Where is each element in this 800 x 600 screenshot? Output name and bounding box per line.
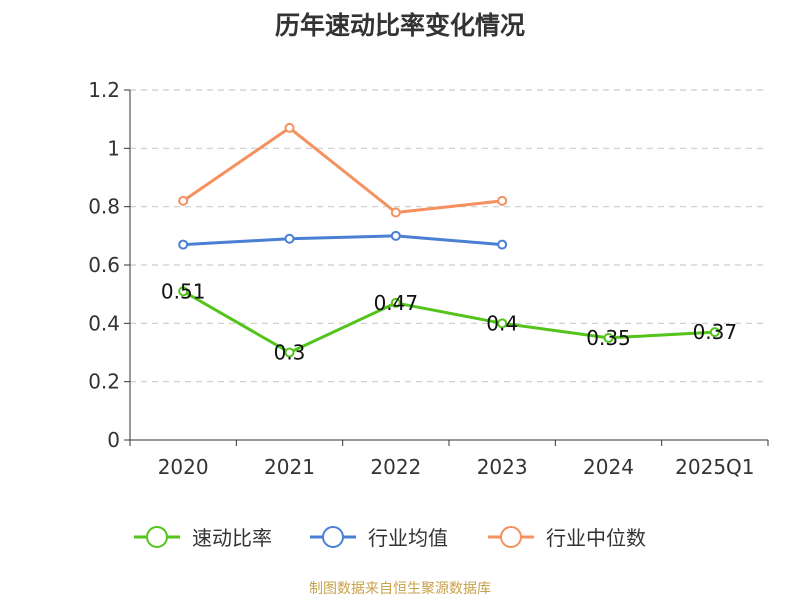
y-tick-label: 0.4 [88, 311, 120, 335]
series-line [183, 234, 503, 247]
data-point [284, 122, 295, 133]
chart-title: 历年速动比率变化情况 [274, 11, 525, 40]
y-tick-label: 0.8 [88, 195, 120, 219]
legend-item-0: 速动比率 [134, 526, 272, 550]
data-point [497, 195, 508, 206]
y-tick-label: 0.6 [88, 253, 120, 277]
data-point [284, 347, 295, 358]
legend-marker [500, 526, 522, 548]
grid-layer [130, 89, 768, 383]
data-label-layer: 0.51 0.3 0.47 0.4 0.35 0.37 [161, 279, 737, 364]
data-point [178, 286, 189, 297]
data-point [178, 195, 189, 206]
y-tick-label: 0 [107, 428, 120, 452]
data-point [390, 230, 401, 241]
legend-item-1: 行业均值 [310, 526, 448, 550]
data-point [284, 233, 295, 244]
data-label: 0.3 [274, 341, 306, 365]
x-tick-label: 2024 [583, 455, 634, 479]
data-point [497, 239, 508, 250]
data-label: 0.51 [161, 279, 206, 303]
axis-layer: 0 0.2 0.4 0.6 0.8 1 1.2 2020 2021 2022 2023 2024 202… [88, 78, 769, 479]
series-0 [178, 286, 720, 358]
legend: 速动比率 行业均值 行业中位数 [134, 526, 646, 550]
x-tick-label: 2021 [264, 455, 315, 479]
data-point [390, 297, 401, 308]
x-tick-label: 2020 [158, 455, 209, 479]
series-line [182, 289, 715, 354]
data-label: 0.4 [486, 311, 518, 335]
y-tick-label: 1.2 [88, 78, 120, 102]
legend-label: 行业均值 [368, 526, 448, 550]
legend-marker [322, 526, 344, 548]
series-2 [178, 122, 508, 218]
series-layer [178, 122, 720, 358]
x-tick-label: 2023 [477, 455, 528, 479]
series-line [182, 126, 503, 214]
data-point [497, 318, 508, 329]
data-label: 0.47 [374, 291, 419, 315]
data-point [178, 239, 189, 250]
data-label: 0.37 [693, 320, 738, 344]
y-tick-label: 0.2 [88, 370, 120, 394]
legend-label: 速动比率 [192, 526, 272, 550]
data-point [390, 207, 401, 218]
legend-label: 行业中位数 [546, 526, 646, 550]
x-tick-label: 2025Q1 [675, 455, 754, 479]
legend-item-2: 行业中位数 [488, 526, 646, 550]
y-tick-label: 1 [107, 136, 120, 160]
data-point [603, 332, 614, 343]
legend-marker [146, 526, 168, 548]
source-note: 制图数据来自恒生聚源数据库 [309, 581, 491, 597]
x-tick-label: 2022 [370, 455, 421, 479]
data-label: 0.35 [586, 326, 631, 350]
data-point [709, 327, 720, 338]
series-1 [178, 230, 508, 250]
